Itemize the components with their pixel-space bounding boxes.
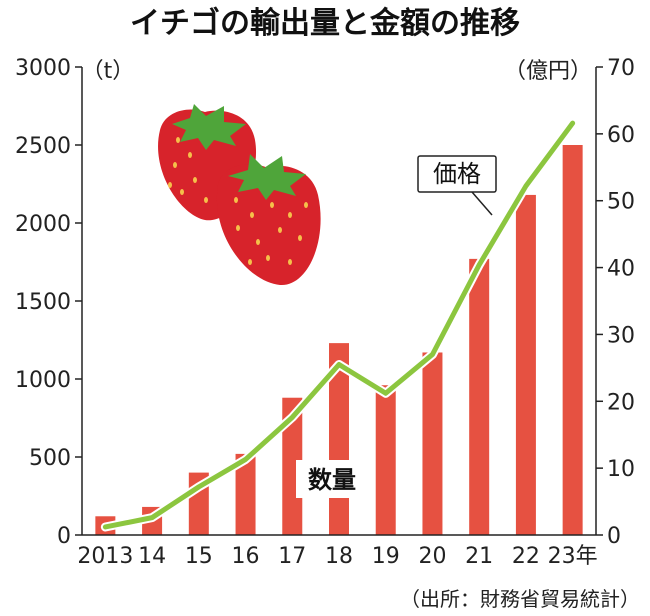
- left-tick-label: 1000: [15, 368, 71, 393]
- left-tick-label: 500: [29, 446, 71, 471]
- x-tick-label: 2013: [77, 544, 133, 569]
- x-tick-label: 22: [512, 544, 540, 569]
- chart-title: イチゴの輸出量と金額の推移: [130, 6, 520, 41]
- right-tick-label: 0: [607, 524, 621, 549]
- price-line-label: 価格: [417, 155, 497, 216]
- left-tick-label: 0: [57, 524, 71, 549]
- left-tick-label: 2000: [15, 212, 71, 237]
- left-axis-unit: （t）: [82, 59, 135, 84]
- x-tick-label: 16: [232, 544, 260, 569]
- right-tick-label: 40: [607, 257, 635, 282]
- x-tick-label: 23年: [548, 544, 598, 569]
- right-tick-label: 30: [607, 323, 635, 348]
- x-tick-label: 20: [418, 544, 446, 569]
- bar-series: [95, 145, 583, 536]
- right-tick-label: 70: [607, 56, 635, 81]
- left-tick-label: 3000: [15, 56, 71, 81]
- bar: [515, 194, 536, 536]
- x-tick-label: 17: [278, 544, 306, 569]
- bar: [422, 352, 443, 535]
- right-tick-label: 50: [607, 190, 635, 215]
- quantity-bar-label: 数量: [296, 460, 368, 498]
- source-note: （出所：財務省貿易統計）: [400, 587, 640, 611]
- x-tick-label: 19: [372, 544, 400, 569]
- price-series-label: 価格: [433, 160, 481, 188]
- bar: [282, 397, 303, 535]
- bar: [235, 453, 256, 535]
- right-tick-label: 60: [607, 123, 635, 148]
- x-tick-label: 14: [138, 544, 166, 569]
- bar: [469, 258, 490, 535]
- right-tick-label: 10: [607, 457, 635, 482]
- x-tick-label: 18: [325, 544, 353, 569]
- bar: [562, 145, 583, 535]
- right-axis-unit: （億円）: [504, 59, 592, 84]
- left-tick-label: 2500: [15, 134, 71, 159]
- left-tick-label: 1500: [15, 290, 71, 315]
- right-tick-label: 20: [607, 390, 635, 415]
- x-tick-label: 21: [465, 544, 493, 569]
- bar: [375, 385, 396, 535]
- quantity-series-label: 数量: [308, 466, 356, 494]
- price-line: [102, 120, 576, 530]
- axes: 0 500 1000 1500 2000 2500 3000 0 10 20 30 40 50 60 70 2…: [15, 56, 635, 569]
- line-series: [100, 118, 578, 532]
- x-tick-label: 15: [185, 544, 213, 569]
- strawberry-icon-front: [216, 154, 321, 286]
- strawberry-illustration: [158, 104, 321, 286]
